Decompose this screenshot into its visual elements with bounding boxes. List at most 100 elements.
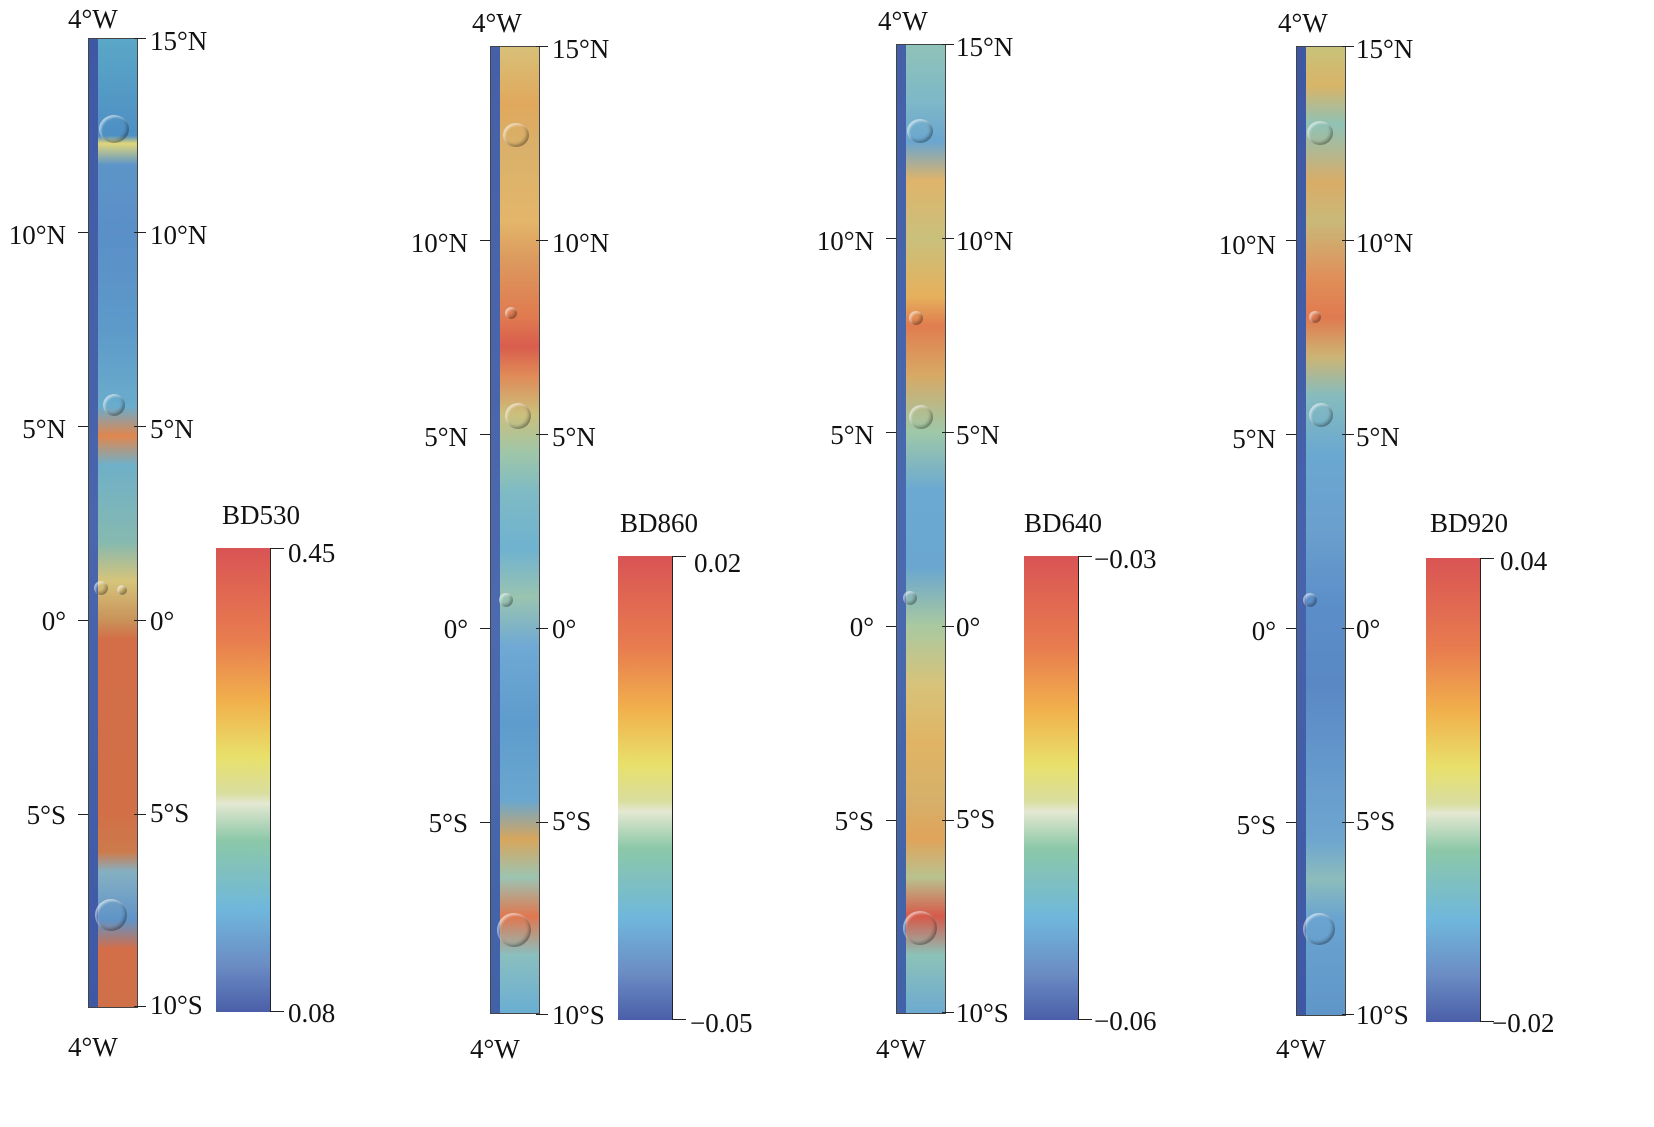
lon-label-top: 4°W <box>68 4 118 34</box>
right-tick <box>1342 434 1354 435</box>
colorbar-title: BD860 <box>620 508 699 538</box>
right-lat-label: 5°S <box>1356 806 1396 836</box>
colorbar-tick-max <box>1480 558 1494 559</box>
left-lat-label: 5°N <box>1232 424 1276 454</box>
right-lat-label: 5°N <box>552 422 596 452</box>
colorbar-tick-max <box>1078 556 1092 557</box>
map-panel-bd640: 4°W 15°N 10°N 5°N 0° 5°S 10°S 10°N 5°N 0… <box>808 0 1228 1127</box>
left-tick <box>1286 628 1296 629</box>
left-lat-label: 5°S <box>428 808 468 838</box>
colorbar-bd640 <box>1024 556 1078 1020</box>
right-lat-label: 5°N <box>956 420 1000 450</box>
colorbar-tick-max <box>672 556 686 557</box>
lon-label-top: 4°W <box>472 8 522 38</box>
colorbar-axis <box>1078 556 1079 1020</box>
spectral-strip-bd920 <box>1296 46 1346 1016</box>
colorbar-min-label: 0.08 <box>288 998 336 1028</box>
right-lat-label: 10°N <box>150 220 208 250</box>
left-lat-label: 5°N <box>22 414 66 444</box>
map-panel-bd860: 4°W 15°N 10°N 5°N 0° 5°S 10°S 10°N 5°N 0… <box>404 0 824 1127</box>
right-lat-label: 10°N <box>1356 228 1414 258</box>
right-tick <box>942 820 954 821</box>
colorbar-bd920 <box>1426 558 1480 1022</box>
right-tick <box>134 232 146 233</box>
left-tick <box>886 820 896 821</box>
right-tick <box>536 1014 548 1015</box>
left-tick <box>1286 822 1296 823</box>
lon-label-bottom: 4°W <box>470 1034 520 1064</box>
right-tick <box>942 238 954 239</box>
right-lat-label: 5°S <box>552 806 592 836</box>
colorbar-axis <box>270 548 271 1012</box>
left-lat-label: 5°N <box>424 422 468 452</box>
right-lat-label: 15°N <box>552 34 610 64</box>
left-lat-label: 5°S <box>834 806 874 836</box>
left-lat-label: 0° <box>1251 616 1276 646</box>
left-tick <box>480 822 490 823</box>
left-tick <box>1286 434 1296 435</box>
left-lat-label: 10°N <box>816 226 874 256</box>
colorbar-max-label: 0.45 <box>288 538 336 568</box>
lon-label-top: 4°W <box>1278 8 1328 38</box>
left-tick <box>480 628 490 629</box>
right-tick <box>1342 822 1354 823</box>
colorbar-tick-min <box>1078 1019 1092 1020</box>
colorbar-tick-min <box>672 1019 686 1020</box>
colorbar-min-label: −0.06 <box>1094 1006 1157 1036</box>
left-tick <box>886 238 896 239</box>
right-lat-label: 10°S <box>150 990 203 1020</box>
right-lat-label: 10°S <box>1356 1000 1409 1030</box>
right-lat-label: 15°N <box>956 32 1014 62</box>
left-lat-label: 10°N <box>410 228 468 258</box>
left-tick <box>78 620 88 621</box>
colorbar-max-label: 0.04 <box>1500 546 1548 576</box>
left-tick <box>886 626 896 627</box>
right-lat-label: 0° <box>150 606 175 636</box>
left-tick <box>78 814 88 815</box>
left-lat-label: 0° <box>443 614 468 644</box>
right-tick <box>134 814 146 815</box>
colorbar-min-label: −0.02 <box>1492 1008 1555 1038</box>
right-lat-label: 10°N <box>552 228 610 258</box>
right-lat-label: 10°N <box>956 226 1014 256</box>
right-tick <box>134 38 146 39</box>
colorbar-bd860 <box>618 556 672 1020</box>
colorbar-title: BD640 <box>1024 508 1103 538</box>
left-tick <box>78 232 88 233</box>
right-tick <box>1342 46 1354 47</box>
right-tick <box>942 1012 954 1013</box>
map-panel-bd530: 4°W 15°N 10°N 5°N 0° 5°S 10°S 10°N 5°N 0… <box>0 0 420 1127</box>
lon-label-top: 4°W <box>878 6 928 36</box>
right-tick <box>942 432 954 433</box>
spectral-strip-bd640 <box>896 44 946 1014</box>
colorbar-tick-min <box>270 1011 284 1012</box>
lon-label-bottom: 4°W <box>876 1034 926 1064</box>
colorbar-bd530 <box>216 548 270 1012</box>
right-tick <box>536 240 548 241</box>
left-tick <box>1286 240 1296 241</box>
left-lat-label: 10°N <box>8 220 66 250</box>
colorbar-title: BD920 <box>1430 508 1509 538</box>
right-tick <box>942 626 954 627</box>
right-lat-label: 15°N <box>150 26 208 56</box>
right-lat-label: 0° <box>1356 614 1381 644</box>
right-tick <box>942 44 954 45</box>
lon-label-bottom: 4°W <box>68 1032 118 1062</box>
colorbar-max-label: 0.02 <box>694 548 742 578</box>
left-lat-label: 0° <box>41 606 66 636</box>
colorbar-title: BD530 <box>222 500 301 530</box>
colorbar-tick-max <box>270 548 284 549</box>
right-lat-label: 5°S <box>150 798 190 828</box>
right-tick <box>134 426 146 427</box>
left-lat-label: 5°S <box>1236 810 1276 840</box>
right-lat-label: 15°N <box>1356 34 1414 64</box>
right-tick <box>1342 1014 1354 1015</box>
left-tick <box>886 432 896 433</box>
right-lat-label: 5°S <box>956 804 996 834</box>
colorbar-max-label: −0.03 <box>1094 544 1157 574</box>
colorbar-axis <box>1480 558 1481 1022</box>
right-tick <box>536 822 548 823</box>
left-lat-label: 10°N <box>1218 230 1276 260</box>
right-tick <box>536 628 548 629</box>
right-lat-label: 0° <box>552 614 577 644</box>
